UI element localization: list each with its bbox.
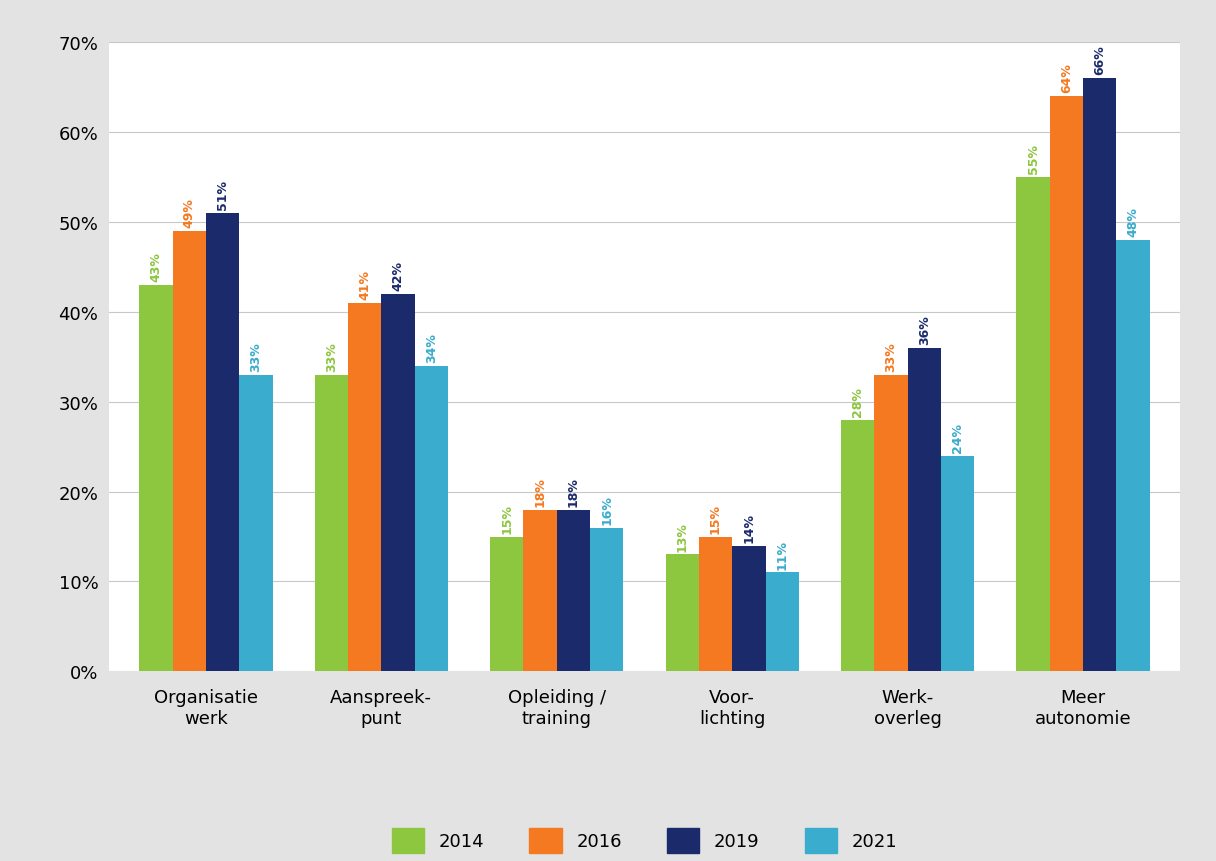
Bar [766, 573, 799, 672]
Bar [240, 375, 272, 672]
Text: 48%: 48% [1126, 208, 1139, 237]
Text: 15%: 15% [500, 504, 513, 533]
Text: 13%: 13% [676, 522, 688, 551]
Bar [1116, 240, 1149, 672]
Bar [907, 349, 941, 672]
Text: 51%: 51% [216, 180, 229, 210]
Bar [1017, 177, 1049, 672]
Bar [382, 294, 415, 672]
Text: 33%: 33% [884, 342, 897, 372]
Bar [841, 420, 874, 672]
Bar [874, 375, 907, 672]
Bar [173, 232, 206, 672]
Text: 34%: 34% [424, 333, 438, 362]
Text: 42%: 42% [392, 261, 405, 291]
Text: 18%: 18% [534, 476, 547, 506]
Bar [590, 528, 624, 672]
Bar [348, 303, 382, 672]
Bar [699, 537, 732, 672]
Text: 16%: 16% [601, 494, 613, 524]
Bar [665, 554, 699, 672]
Text: 33%: 33% [249, 342, 263, 372]
Bar [523, 510, 557, 672]
Bar [206, 214, 240, 672]
Text: 14%: 14% [742, 512, 755, 542]
Bar [315, 375, 348, 672]
Text: 49%: 49% [182, 198, 196, 228]
Text: 11%: 11% [776, 539, 789, 569]
Text: 15%: 15% [709, 504, 722, 533]
Text: 28%: 28% [851, 387, 865, 417]
Bar [1049, 97, 1083, 672]
Text: 66%: 66% [1093, 46, 1107, 76]
Bar [941, 456, 974, 672]
Text: 55%: 55% [1026, 144, 1040, 174]
Text: 64%: 64% [1060, 64, 1073, 93]
Text: 33%: 33% [325, 342, 338, 372]
Bar [1083, 79, 1116, 672]
Text: 36%: 36% [918, 315, 930, 344]
Bar [732, 546, 766, 672]
Text: 41%: 41% [359, 269, 371, 300]
Bar [490, 537, 523, 672]
Bar [415, 366, 447, 672]
Text: 43%: 43% [150, 252, 163, 282]
Bar [557, 510, 590, 672]
Text: 18%: 18% [567, 476, 580, 506]
Text: 24%: 24% [951, 423, 964, 453]
Bar [140, 286, 173, 672]
Legend: 2014, 2016, 2019, 2021: 2014, 2016, 2019, 2021 [383, 819, 906, 861]
